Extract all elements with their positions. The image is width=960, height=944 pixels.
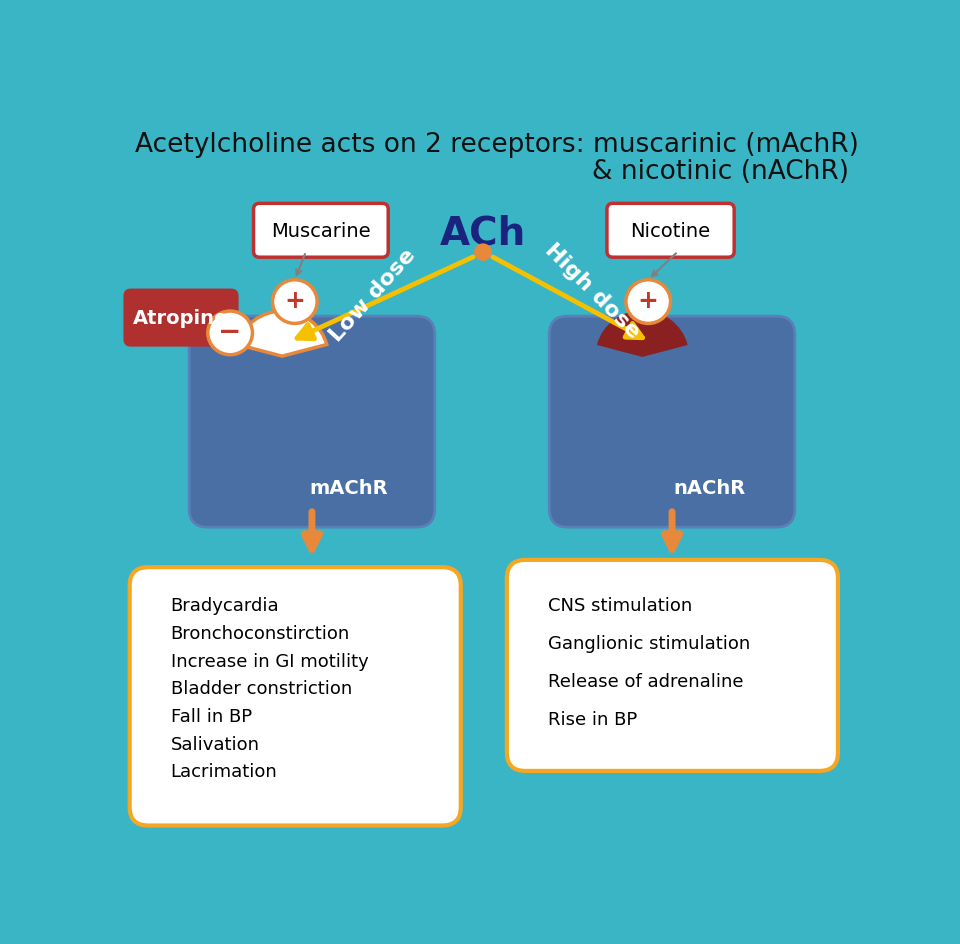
Text: Acetylcholine acts on 2 receptors: muscarinic (mAchR): Acetylcholine acts on 2 receptors: musca… (134, 131, 859, 158)
Text: −: − (219, 318, 242, 346)
Circle shape (474, 244, 492, 261)
Text: ACh: ACh (440, 214, 526, 252)
Text: CNS stimulation: CNS stimulation (548, 597, 692, 615)
Text: Low dose: Low dose (326, 244, 420, 346)
Text: Bronchoconstirction: Bronchoconstirction (171, 624, 349, 642)
Text: Fall in BP: Fall in BP (171, 707, 252, 725)
Text: mAChR: mAChR (310, 478, 389, 497)
Text: Lacrimation: Lacrimation (171, 763, 277, 781)
Text: +: + (284, 289, 305, 312)
FancyBboxPatch shape (253, 204, 388, 258)
Text: Ganglionic stimulation: Ganglionic stimulation (548, 634, 750, 652)
Text: High dose: High dose (541, 240, 644, 343)
Text: Salivation: Salivation (171, 734, 259, 752)
Text: Release of adrenaline: Release of adrenaline (548, 672, 743, 690)
Text: Bradycardia: Bradycardia (171, 597, 279, 615)
Text: & nicotinic (nAChR): & nicotinic (nAChR) (592, 159, 849, 184)
FancyBboxPatch shape (607, 204, 734, 258)
Circle shape (626, 280, 670, 324)
Text: Bladder constriction: Bladder constriction (171, 680, 352, 698)
FancyBboxPatch shape (189, 317, 435, 528)
FancyBboxPatch shape (549, 317, 795, 528)
FancyBboxPatch shape (507, 561, 838, 771)
Text: Rise in BP: Rise in BP (548, 710, 637, 728)
Text: nAChR: nAChR (673, 478, 745, 497)
Text: +: + (637, 289, 659, 312)
Text: Increase in GI motility: Increase in GI motility (171, 652, 369, 670)
FancyBboxPatch shape (130, 567, 461, 826)
Text: Nicotine: Nicotine (631, 222, 710, 241)
Circle shape (273, 280, 317, 324)
FancyBboxPatch shape (125, 291, 237, 346)
Text: Atropine: Atropine (133, 309, 228, 328)
Wedge shape (598, 312, 686, 357)
Wedge shape (238, 312, 326, 357)
Text: Muscarine: Muscarine (271, 222, 371, 241)
Circle shape (207, 312, 252, 355)
